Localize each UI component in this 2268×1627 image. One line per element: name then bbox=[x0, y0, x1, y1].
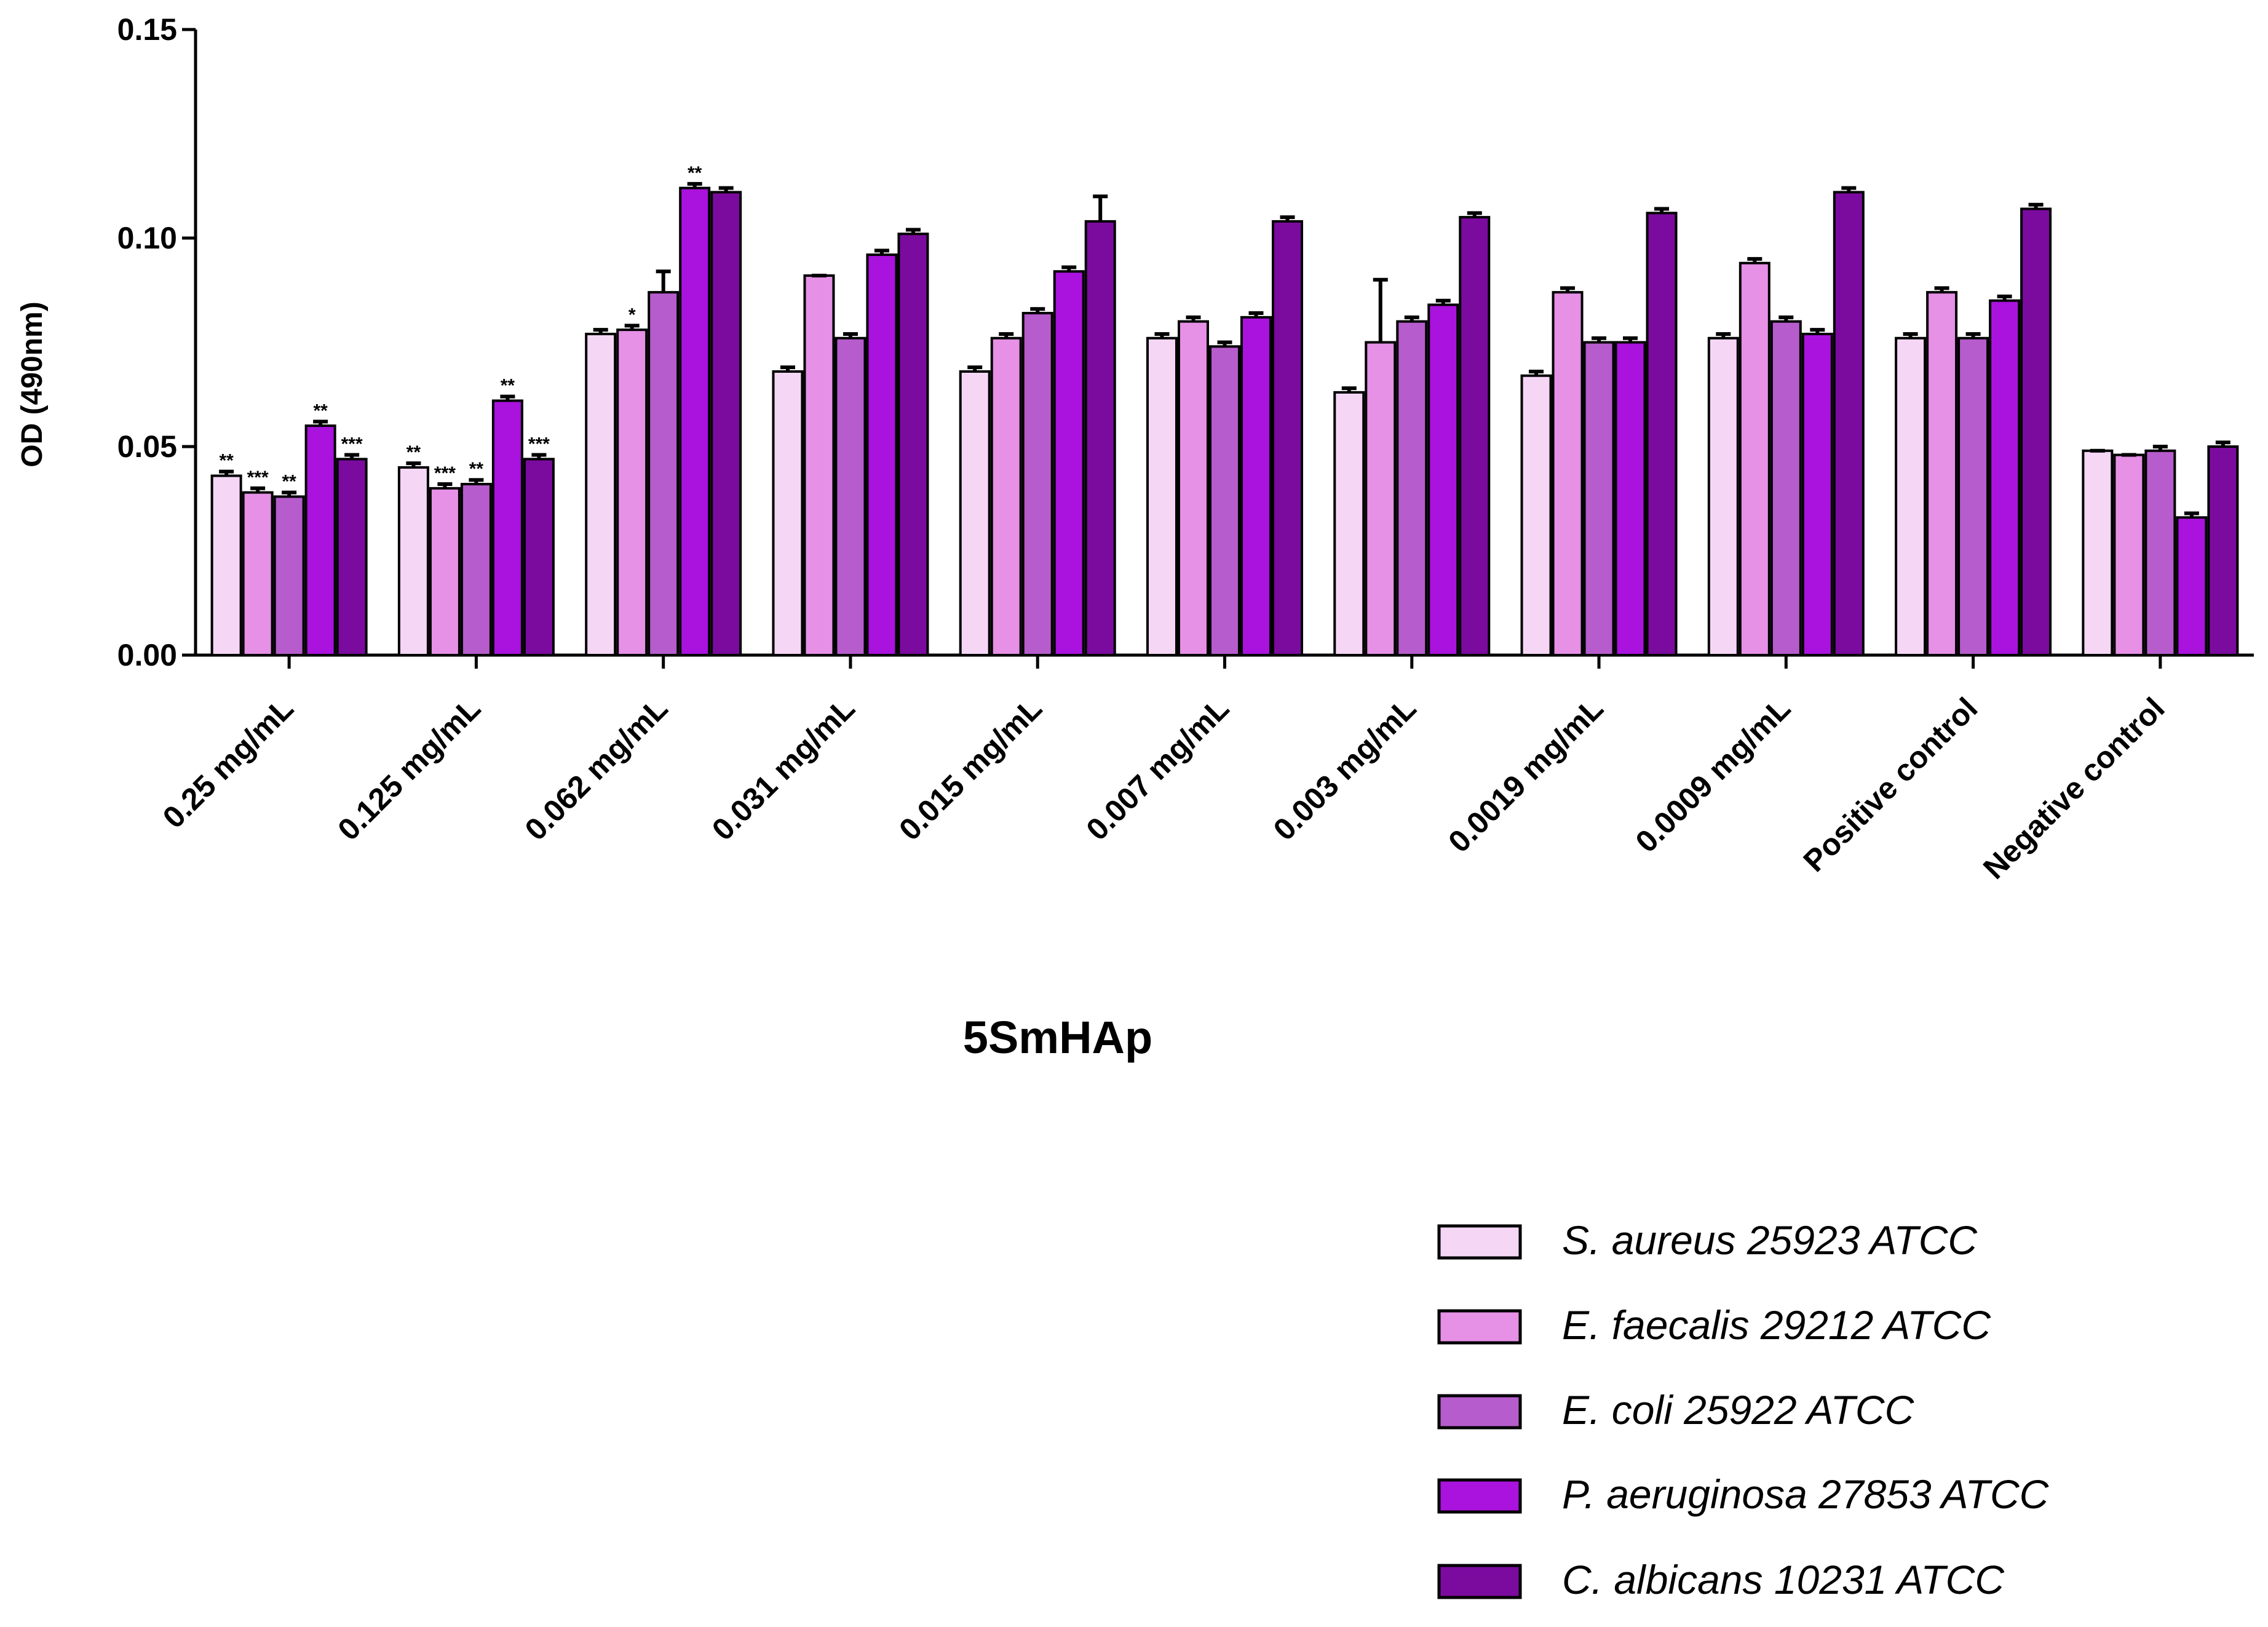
x-tick-label: 0.007 mg/mL bbox=[1079, 691, 1235, 847]
bar bbox=[1926, 291, 1958, 656]
x-axis-label: 5SmHAp bbox=[963, 1012, 1152, 1063]
significance-label: ** bbox=[469, 459, 484, 479]
y-tick-label: 0.00 bbox=[117, 638, 177, 672]
legend-label: C. albicans 10231 ATCC bbox=[1562, 1557, 2005, 1602]
bar bbox=[1146, 336, 1178, 656]
x-tick-label: Negative control bbox=[1977, 691, 2171, 886]
bar bbox=[1396, 320, 1428, 656]
bar bbox=[1178, 320, 1209, 656]
x-tick-label: 0.25 mg/mL bbox=[156, 691, 300, 835]
bar bbox=[429, 487, 461, 656]
significance-label: *** bbox=[341, 434, 363, 455]
bar bbox=[710, 191, 742, 657]
bar bbox=[897, 233, 929, 657]
bar bbox=[273, 495, 305, 656]
bar bbox=[2176, 516, 2208, 657]
x-tick-label: 0.031 mg/mL bbox=[705, 691, 862, 847]
x-tick-label: 0.0019 mg/mL bbox=[1441, 691, 1609, 859]
bar bbox=[460, 483, 492, 657]
bar bbox=[648, 291, 680, 656]
significance-label: *** bbox=[247, 467, 269, 488]
legend-swatch bbox=[1437, 1309, 1522, 1345]
bar bbox=[1365, 341, 1397, 656]
bar bbox=[835, 336, 866, 656]
bar bbox=[2020, 207, 2052, 657]
bar bbox=[2144, 449, 2176, 657]
bar bbox=[866, 253, 898, 656]
x-tick-label: 0.062 mg/mL bbox=[518, 691, 675, 847]
bar bbox=[1333, 391, 1365, 656]
x-tick-label: 0.003 mg/mL bbox=[1267, 691, 1423, 847]
significance-label: ** bbox=[406, 442, 421, 463]
significance-label: ** bbox=[219, 451, 234, 471]
bar bbox=[523, 458, 555, 657]
bar bbox=[2113, 453, 2145, 656]
bar bbox=[304, 424, 336, 656]
y-axis-label: OD (490nm) bbox=[16, 301, 49, 467]
chart-bars: ***** ******* ***** ********** bbox=[210, 163, 2239, 657]
bar bbox=[1459, 216, 1491, 657]
x-tick-label: 0.0009 mg/mL bbox=[1629, 691, 1797, 859]
x-tick-label: 0.125 mg/mL bbox=[331, 691, 487, 847]
significance-label: ** bbox=[282, 472, 296, 492]
legend-swatch bbox=[1437, 1564, 1522, 1599]
bar bbox=[1614, 341, 1646, 656]
bar bbox=[1801, 332, 1833, 656]
bar bbox=[1833, 191, 1865, 657]
bar bbox=[772, 370, 804, 657]
bar bbox=[397, 466, 429, 657]
bar bbox=[2207, 445, 2239, 656]
bar bbox=[1084, 220, 1116, 656]
bar bbox=[616, 328, 648, 656]
bar bbox=[1583, 341, 1615, 656]
y-tick-label: 0.15 bbox=[117, 12, 177, 47]
bar bbox=[242, 491, 274, 657]
bar bbox=[1053, 270, 1085, 656]
legend-label: E. coli 25922 ATCC bbox=[1562, 1387, 1915, 1433]
bar bbox=[1209, 345, 1240, 657]
bar bbox=[959, 370, 991, 657]
bar bbox=[1895, 336, 1927, 656]
legend: S. aureus 25923 ATCC E. faecalis 29212 AT… bbox=[1437, 1217, 2050, 1602]
y-tick-label: 0.10 bbox=[117, 221, 177, 255]
bar bbox=[1739, 261, 1770, 656]
legend-label: E. faecalis 29212 ATCC bbox=[1562, 1302, 1991, 1348]
bar bbox=[990, 336, 1022, 656]
significance-label: *** bbox=[434, 463, 456, 483]
significance-label: ** bbox=[688, 163, 702, 183]
bar bbox=[491, 399, 523, 656]
y-tick-label: 0.05 bbox=[117, 429, 177, 464]
legend-swatch bbox=[1437, 1224, 1522, 1260]
bar bbox=[1240, 316, 1272, 656]
bar bbox=[210, 474, 242, 657]
bar bbox=[1646, 212, 1678, 656]
legend-swatch bbox=[1437, 1394, 1522, 1430]
bar bbox=[1957, 336, 1989, 656]
x-tick-label: Positive control bbox=[1797, 691, 1984, 878]
bar bbox=[803, 274, 835, 656]
legend-label: P. aeruginosa 27853 ATCC bbox=[1562, 1471, 2050, 1517]
x-tick-label: 0.015 mg/mL bbox=[892, 691, 1049, 847]
bar bbox=[336, 458, 368, 657]
x-tick-labels: 0.25 mg/mL 0.125 mg/mL 0.062 mg/mL 0.031 mg… bbox=[156, 691, 2171, 886]
bar bbox=[1520, 374, 1552, 656]
bar bbox=[1707, 336, 1739, 656]
significance-label: *** bbox=[528, 434, 550, 455]
bar bbox=[1021, 312, 1053, 657]
legend-label: S. aureus 25923 ATCC bbox=[1562, 1217, 1978, 1263]
significance-label: ** bbox=[501, 376, 515, 396]
bar bbox=[1427, 303, 1459, 657]
bar bbox=[2082, 449, 2114, 657]
significance-label: * bbox=[628, 304, 636, 325]
bar bbox=[585, 332, 617, 656]
bar bbox=[679, 186, 711, 656]
legend-swatch bbox=[1437, 1478, 1522, 1514]
bar bbox=[1989, 299, 2021, 656]
significance-label: ** bbox=[313, 400, 328, 421]
bar bbox=[1272, 220, 1303, 656]
bar bbox=[1552, 291, 1584, 656]
bar bbox=[1770, 320, 1802, 656]
